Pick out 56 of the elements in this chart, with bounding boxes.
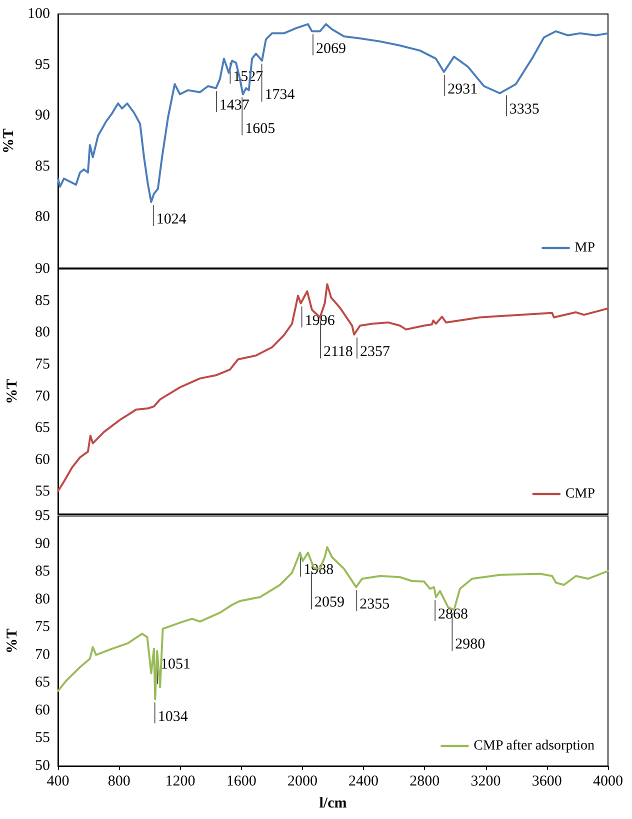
y-tick-label: 50 [35, 758, 50, 774]
x-axis-title: l/cm [319, 796, 348, 812]
y-tick-label: 90 [35, 261, 50, 277]
annotation: 3335 [509, 102, 540, 118]
x-tick-label: 4000 [593, 774, 623, 790]
annotation: 2980 [455, 636, 486, 652]
x-tick-label: 1600 [226, 774, 256, 790]
y-tick-label: 75 [35, 356, 50, 372]
y-tick-label: 80 [35, 591, 50, 608]
annotation: 2931 [448, 81, 478, 98]
legend-label: CMP after adsorption [474, 738, 594, 754]
y-tick-label: 75 [35, 619, 50, 636]
y-tick-label: 85 [35, 158, 50, 174]
y-tick-label: 55 [35, 730, 50, 746]
annotation: 2069 [316, 40, 346, 57]
annotation: 2357 [360, 344, 390, 360]
legend-label: CMP [565, 486, 596, 502]
y-axis-title: %T [4, 378, 20, 404]
y-tick-label: 80 [35, 209, 50, 226]
y-tick-label: 65 [35, 420, 50, 436]
annotation: 1034 [158, 708, 188, 725]
x-tick-label: 800 [108, 774, 130, 790]
annotation: 2059 [314, 594, 344, 611]
annotation: 1024 [156, 211, 187, 228]
annotation: 1605 [245, 120, 276, 137]
x-tick-label: 1200 [165, 774, 196, 790]
annotation: 2118 [323, 344, 353, 360]
y-axis-title: %T [4, 628, 20, 654]
x-tick-label: 2400 [348, 774, 379, 790]
y-tick-label: 90 [35, 536, 50, 552]
annotation: 2868 [438, 606, 468, 623]
line-series [57, 546, 609, 700]
y-tick-label: 70 [35, 646, 50, 663]
x-tick-label: 400 [46, 774, 70, 790]
y-tick-label: 60 [35, 452, 50, 468]
legend-label: MP [574, 240, 596, 256]
annotation: 1734 [264, 87, 296, 104]
x-tick-label: 2800 [410, 774, 440, 790]
y-tick-label: 95 [35, 56, 50, 73]
y-tick-label: 85 [35, 564, 50, 580]
x-tick-label: 3600 [532, 774, 562, 790]
x-tick-label: 2000 [287, 774, 318, 790]
x-tick-label: 3200 [470, 774, 501, 790]
y-tick-label: 90 [35, 108, 50, 124]
annotation: 1996 [304, 312, 336, 329]
line-series [57, 23, 609, 203]
y-tick-label: 95 [35, 508, 50, 524]
y-tick-label: 55 [35, 484, 50, 500]
annotation: 2355 [360, 596, 390, 613]
y-tick-label: 85 [35, 292, 50, 309]
y-tick-label: 80 [35, 324, 50, 341]
y-axis-title: %T [1, 128, 18, 154]
y-tick-label: 70 [35, 388, 50, 404]
y-tick-label: 100 [28, 6, 50, 22]
y-tick-label: 65 [35, 674, 50, 691]
y-tick-label: 60 [35, 702, 50, 718]
